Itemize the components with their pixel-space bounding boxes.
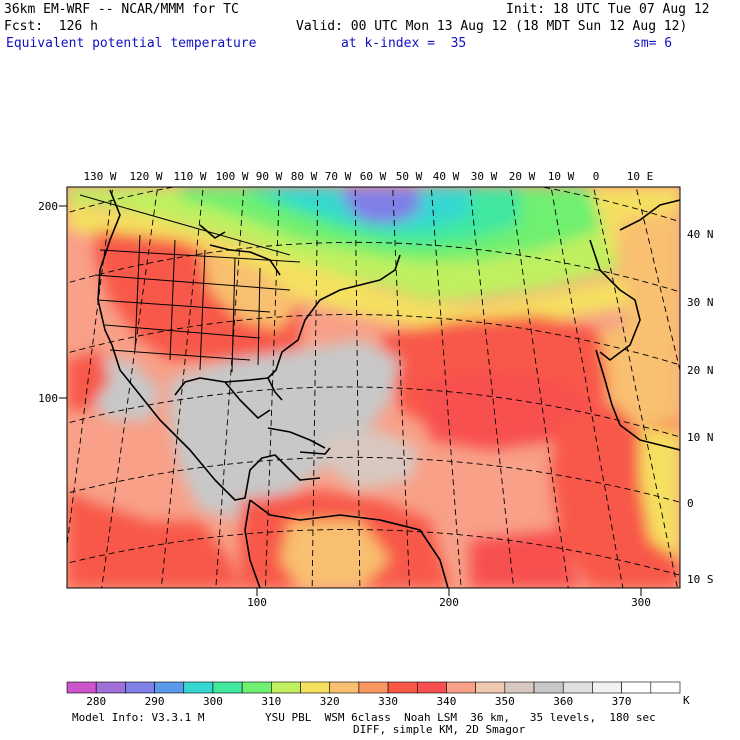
latitude-label: 10 N	[687, 431, 714, 444]
physics-info: YSU PBL WSM 6class Noah LSM 36 km, 35 le…	[265, 711, 656, 724]
colorbar-tick-label: 300	[203, 695, 223, 708]
colorbar-swatch	[183, 681, 214, 694]
colorbar-tick-label: 320	[320, 695, 340, 708]
colorbar-tick-label: 340	[437, 695, 457, 708]
colorbar-tick-label: 350	[495, 695, 515, 708]
level-index: at k-index = 35	[341, 36, 467, 51]
colorbar-unit: K	[683, 694, 690, 707]
field-name: Equivalent potential temperature	[6, 36, 257, 51]
latitude-label: 20 N	[687, 364, 714, 377]
longitude-label: 50 W	[396, 170, 423, 183]
grid-x-label: 200	[439, 596, 459, 609]
longitude-label: 90 W	[256, 170, 283, 183]
latitude-label: 0	[687, 497, 694, 510]
colorbar-swatch	[125, 681, 155, 694]
diffusion-info: DIFF, simple KM, 2D Smagor	[353, 723, 526, 736]
colorbar	[66, 681, 681, 694]
colorbar-swatch	[358, 681, 389, 694]
model-title: 36km EM-WRF -- NCAR/MMM for TC	[4, 2, 239, 17]
colorbar-swatch	[650, 681, 681, 694]
theta-e-field	[67, 187, 680, 588]
longitude-label: 70 W	[325, 170, 352, 183]
longitude-label: 100 W	[215, 170, 248, 183]
longitude-label: 60 W	[360, 170, 387, 183]
frame-ticks	[59, 205, 642, 596]
longitude-label: 0	[593, 170, 600, 183]
colorbar-swatch	[592, 681, 622, 694]
colorbar-tick-label: 330	[378, 695, 398, 708]
colorbar-swatch	[212, 681, 243, 694]
colorbar-swatch	[241, 681, 272, 694]
valid-time: Valid: 00 UTC Mon 13 Aug 12 (18 MDT Sun …	[296, 19, 688, 34]
colorbar-swatch	[66, 681, 97, 694]
map-frame	[66, 186, 681, 589]
grid-y-labels: 200 100	[38, 200, 58, 405]
longitude-label: 40 W	[433, 170, 460, 183]
grid-x-label: 300	[631, 596, 651, 609]
colorbar-swatch	[329, 681, 360, 694]
colorbar-swatch	[621, 681, 652, 694]
colorbar-swatch	[387, 681, 418, 694]
longitude-labels: 130 W 120 W 110 W 100 W 90 W 80 W 70 W 60 W 50 W…	[83, 170, 653, 183]
colorbar-swatch	[475, 681, 506, 694]
grid-x-label: 100	[247, 596, 267, 609]
colorbar-tick-label: 280	[86, 695, 106, 708]
colorbar-swatch	[446, 681, 476, 694]
init-time: Init: 18 UTC Tue 07 Aug 12	[506, 2, 710, 17]
colorbar-tick-label: 360	[553, 695, 573, 708]
longitude-label: 80 W	[291, 170, 318, 183]
colorbar-swatch	[416, 681, 447, 694]
colorbar-tick-label: 310	[261, 695, 281, 708]
model-info: Model Info: V3.3.1 M	[72, 711, 205, 724]
grid-x-labels: 100 200 300	[247, 596, 651, 609]
grid-y-label: 200	[38, 200, 58, 213]
longitude-label: 10 W	[548, 170, 575, 183]
longitude-label: 10 E	[627, 170, 654, 183]
graticule	[67, 187, 680, 588]
latitude-label: 30 N	[687, 296, 714, 309]
colorbar-swatch	[300, 681, 331, 694]
latitude-labels: 40 N 30 N 20 N 10 N 0 10 S	[687, 228, 714, 586]
colorbar-swatch	[504, 681, 535, 694]
colorbar-labels: 280 290 300 310 320 330 340 350 360 370 K	[86, 694, 690, 708]
longitude-label: 110 W	[173, 170, 206, 183]
colorbar-swatch	[562, 681, 593, 694]
colorbar-tick-label: 290	[145, 695, 165, 708]
longitude-label: 130 W	[83, 170, 116, 183]
colorbar-tick-label: 370	[612, 695, 632, 708]
coastlines	[97, 189, 680, 588]
latitude-label: 10 S	[687, 573, 714, 586]
grid-y-label: 100	[38, 392, 58, 405]
colorbar-swatch	[154, 681, 185, 694]
longitude-label: 20 W	[509, 170, 536, 183]
latitude-label: 40 N	[687, 228, 714, 241]
longitude-label: 120 W	[129, 170, 162, 183]
colorbar-swatch	[271, 681, 301, 694]
colorbar-swatch	[95, 681, 126, 694]
longitude-label: 30 W	[471, 170, 498, 183]
colorbar-swatch	[533, 681, 564, 694]
smoothing-value: sm= 6	[633, 36, 673, 51]
forecast-hour: Fcst: 126 h	[4, 19, 98, 34]
